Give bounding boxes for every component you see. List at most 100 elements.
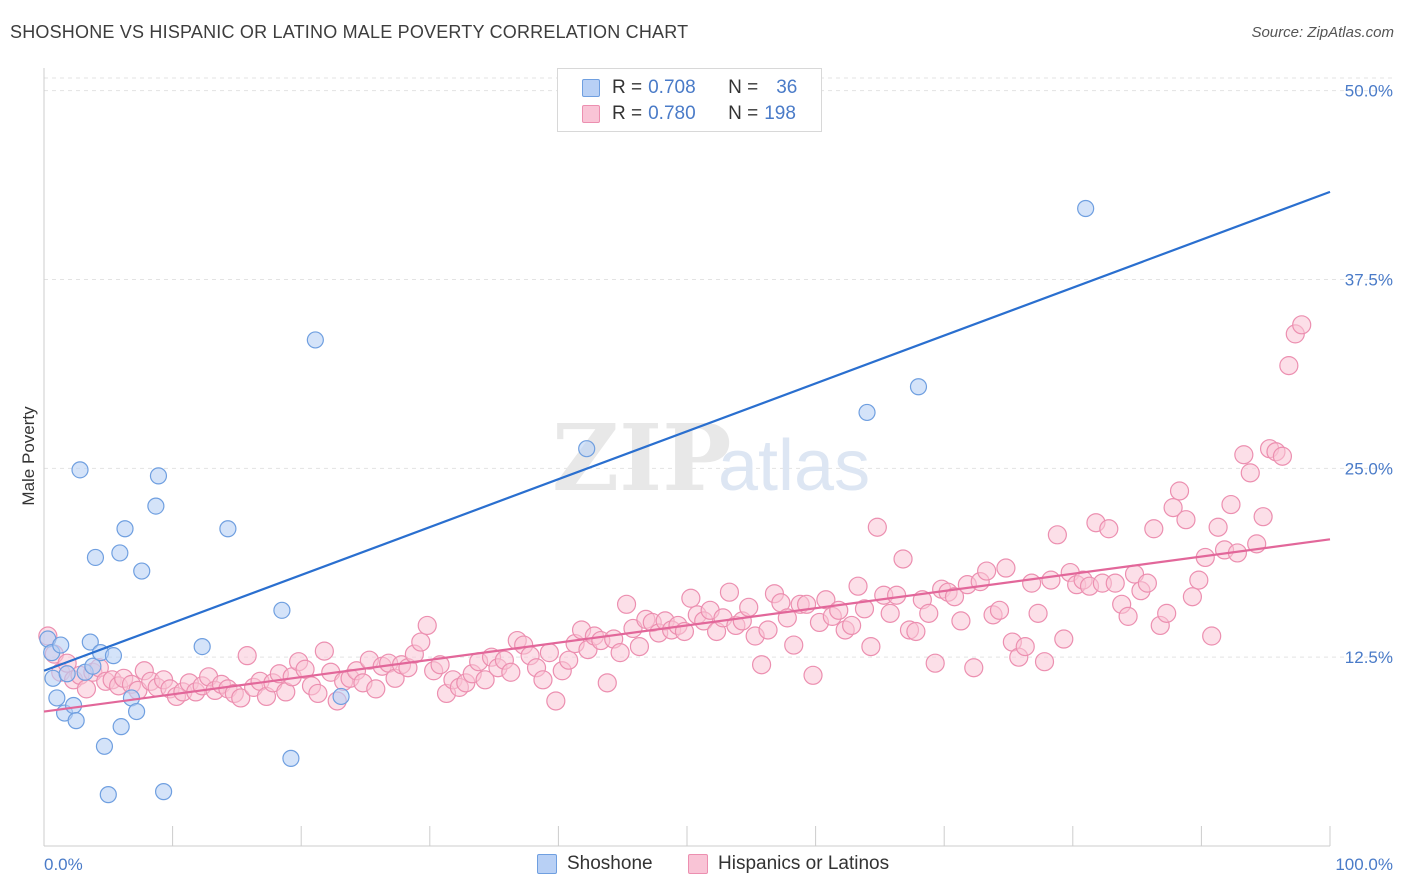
hispanic-point [1034, 652, 1055, 672]
y-tick-label: 12.5% [1345, 648, 1393, 667]
shoshone-point [48, 689, 66, 707]
shoshone-point [44, 669, 62, 687]
hispanic-point [616, 594, 637, 614]
hispanic-point [1279, 356, 1299, 376]
hispanic-point [784, 635, 804, 655]
shoshone-point [273, 601, 291, 619]
chart-title: SHOSHONE VS HISPANIC OR LATINO MALE POVE… [10, 22, 689, 42]
hispanic-point [758, 620, 778, 640]
hispanic-point [751, 655, 772, 675]
tick-labels: 12.5% 25.0% 37.5% 50.0% 0.0% 100.0% [44, 82, 1393, 874]
legend-r-label: R = [612, 103, 643, 124]
shoshone-point [193, 637, 211, 656]
shoshone-series [39, 199, 1095, 804]
hispanic-point [1272, 446, 1293, 466]
hispanic-point [546, 691, 566, 711]
shoshone-point [111, 544, 129, 562]
legend-n-label: N = [728, 103, 759, 124]
shoshone-point [104, 647, 123, 665]
hispanic-point [559, 650, 579, 670]
hispanic-point [1041, 570, 1061, 590]
hispanic-point [1054, 629, 1074, 649]
hispanic-point [1202, 626, 1222, 646]
hispanic-point [848, 576, 868, 596]
hispanic-point [237, 646, 257, 666]
hispanic-point [411, 632, 431, 652]
bottom-legend-label-shoshone: Shoshone [567, 853, 653, 874]
shoshone-point [147, 497, 165, 515]
hispanic-point [597, 673, 617, 693]
legend-r-value: 0.780 [648, 103, 696, 124]
hispanic-point [739, 597, 759, 617]
hispanic-point [1163, 498, 1183, 518]
hispanic-point [1028, 603, 1048, 623]
hispanic-point [925, 653, 945, 673]
hispanic-point [842, 615, 862, 636]
bottom-swatch-shoshone [537, 854, 557, 874]
shoshone-point [1077, 199, 1095, 218]
hispanic-point [1292, 315, 1312, 335]
hispanic-point [417, 615, 437, 636]
x-tick-label: 0.0% [44, 855, 83, 874]
watermark: ZIP atlas [552, 404, 870, 512]
hispanic-point [1234, 445, 1254, 465]
hispanic-point [308, 683, 328, 704]
shoshone-point [58, 665, 76, 683]
hispanic-point [76, 679, 97, 699]
y-tick-label: 50.0% [1345, 82, 1393, 101]
shoshone-point [86, 548, 105, 567]
hispanic-point [295, 659, 315, 679]
hispanic-point [610, 643, 630, 663]
shoshone-point [282, 749, 300, 767]
y-tick-label: 37.5% [1345, 270, 1393, 289]
hispanic-point [1099, 519, 1119, 539]
hispanic-point [1118, 606, 1138, 626]
hispanic-point [880, 603, 900, 623]
hispanic-point [231, 688, 251, 708]
hispanic-point [1157, 603, 1177, 623]
hispanic-point [964, 658, 984, 678]
legend-n-value: 36 [776, 77, 798, 98]
shoshone-point [84, 657, 102, 675]
bottom-legend-label-hispanic: Hispanics or Latinos [718, 853, 890, 874]
hispanic-point [475, 670, 495, 690]
hispanic-point [1047, 525, 1067, 545]
hispanic-point [1169, 481, 1190, 501]
correlation-legend: R = 0.708 N = 36 R = 0.780 N = 198 [557, 68, 822, 132]
shoshone-point [909, 378, 928, 396]
hispanic-trend-line [43, 538, 1331, 713]
hispanic-series [38, 315, 1312, 711]
legend-r-value: 0.708 [648, 77, 696, 98]
shoshone-point [332, 687, 350, 706]
hispanic-point [1208, 517, 1228, 537]
legend-r-label: R = [612, 77, 643, 98]
legend-n-label: N = [728, 77, 759, 98]
shoshone-point [64, 696, 83, 715]
x-tick-label: 100.0% [1335, 855, 1393, 874]
hispanic-point [867, 517, 887, 537]
legend-row-hispanic: R = 0.780 N = 198 [582, 102, 796, 126]
chart-source: Source: ZipAtlas.com [1251, 24, 1394, 41]
gridlines [43, 77, 1392, 846]
hispanic-point [919, 603, 939, 623]
shoshone-point [67, 712, 85, 730]
hispanic-point [951, 611, 971, 631]
hispanic-point [861, 636, 881, 657]
shoshone-point [858, 403, 876, 422]
legend-n-value: 198 [764, 103, 796, 124]
shoshone-point [99, 786, 117, 804]
hispanic-point [1240, 463, 1260, 483]
hispanic-point [906, 621, 926, 642]
legend-swatch-shoshone [582, 79, 600, 97]
hispanic-point [887, 585, 907, 605]
hispanic-point [1253, 507, 1273, 527]
shoshone-point [95, 737, 114, 755]
shoshone-point [149, 467, 168, 485]
bottom-legend-shoshone: Shoshone [537, 852, 653, 876]
hispanic-point [366, 679, 386, 699]
hispanic-point [629, 636, 650, 657]
shoshone-point [52, 636, 70, 654]
hispanic-point [977, 561, 997, 581]
bottom-legend-hispanic: Hispanics or Latinos [688, 852, 889, 876]
